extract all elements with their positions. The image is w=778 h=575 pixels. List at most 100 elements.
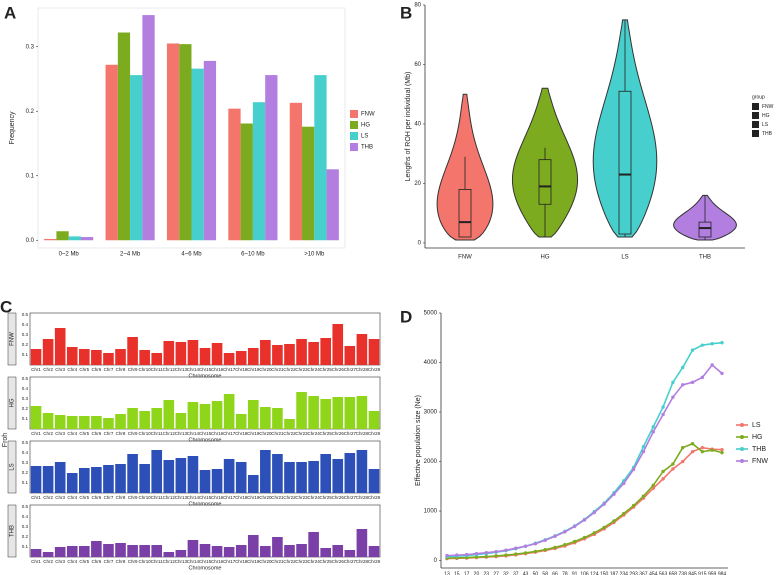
- point: [612, 492, 616, 496]
- bar: [308, 342, 319, 365]
- x-tick-label: Chr8: [116, 495, 126, 500]
- x-tick-label: 32: [503, 571, 509, 575]
- x-axis-label: Chromosome: [188, 437, 221, 443]
- plot-frame: [37, 7, 346, 249]
- bar: [66, 546, 78, 557]
- x-tick-label: Chr3: [55, 367, 65, 372]
- x-tick-label: 124: [590, 571, 599, 575]
- x-tick-label: Chr13: [175, 431, 188, 436]
- x-tick-label: Chr22: [283, 431, 296, 436]
- point: [563, 543, 567, 547]
- x-tick-label: LS: [621, 255, 628, 261]
- bar: [356, 529, 368, 557]
- bar: [68, 236, 81, 241]
- bar: [187, 456, 199, 493]
- x-tick-label: Chr19: [247, 559, 260, 564]
- y-tick-label: 0.2: [22, 342, 29, 347]
- bar: [42, 466, 54, 493]
- bar: [151, 450, 163, 493]
- x-tick-label: Chr11: [151, 367, 163, 372]
- x-tick-label: 0~2 Mb: [59, 252, 80, 258]
- x-tick-label: Chr26: [332, 431, 345, 436]
- point: [602, 525, 606, 530]
- point: [622, 481, 626, 486]
- bar: [344, 453, 356, 493]
- point: [582, 518, 587, 522]
- point: [523, 551, 528, 555]
- bar: [91, 467, 102, 493]
- x-tick-label: Chr11: [151, 559, 163, 564]
- bar: [139, 464, 150, 493]
- x-tick-label: 658: [669, 571, 678, 575]
- x-tick-label: Chr27: [344, 495, 357, 500]
- x-tick-label: Chr28: [356, 559, 369, 564]
- bar: [211, 343, 223, 365]
- point: [651, 430, 655, 434]
- x-tick-label: Chr7: [104, 495, 114, 500]
- x-tick-label: Chr29: [368, 495, 381, 500]
- x-tick-label: 15: [454, 571, 460, 575]
- y-tick-label: 4000: [424, 360, 438, 366]
- x-tick-label: Chr1: [31, 495, 41, 500]
- legend-label: THB: [762, 131, 773, 137]
- point: [720, 371, 724, 376]
- x-tick-label: Chr25: [320, 367, 333, 372]
- point: [681, 383, 685, 387]
- bar: [223, 353, 235, 365]
- x-tick-label: Chr25: [320, 559, 333, 564]
- bar: [332, 324, 344, 365]
- legend-label: FNW: [752, 458, 768, 465]
- bar: [91, 541, 102, 557]
- bar: [240, 123, 253, 241]
- point: [474, 555, 479, 559]
- legend-key: [740, 447, 744, 451]
- point: [661, 469, 665, 474]
- bar: [320, 454, 331, 493]
- x-tick-label: Chr18: [235, 559, 248, 564]
- legend-key: [350, 121, 358, 129]
- x-tick-label: Chr5: [79, 367, 89, 372]
- x-tick-label: Chr28: [356, 367, 369, 372]
- point: [553, 534, 557, 539]
- bar: [115, 349, 126, 365]
- x-tick-label: Chr2: [43, 559, 53, 564]
- box: [698, 221, 712, 238]
- bar: [44, 238, 57, 241]
- bar: [139, 545, 150, 557]
- point: [681, 365, 685, 370]
- x-tick-label: Chr19: [247, 367, 260, 372]
- legend-key: [752, 121, 759, 128]
- panel-label: A: [4, 3, 16, 22]
- point: [533, 549, 538, 554]
- bar: [54, 328, 66, 365]
- point: [543, 538, 547, 542]
- x-tick-label: Chr26: [332, 367, 345, 372]
- x-tick-label: 58: [542, 571, 548, 575]
- x-tick-label: Chr5: [79, 559, 89, 564]
- bar: [163, 400, 175, 429]
- point: [710, 341, 714, 346]
- bar: [296, 462, 307, 493]
- x-tick-label: Chr10: [139, 431, 152, 436]
- x-tick-label: 43: [523, 571, 529, 575]
- x-tick-label: Chr1: [31, 431, 41, 436]
- y-tick-label: 0: [418, 241, 422, 247]
- point: [681, 445, 685, 450]
- x-tick-label: Chr9: [128, 495, 138, 500]
- x-tick-label: 293: [629, 571, 638, 575]
- x-tick-label: Chr28: [356, 431, 369, 436]
- y-tick-label: 0.4: [22, 514, 29, 519]
- bar: [127, 408, 138, 429]
- x-tick-label: 563: [659, 571, 668, 575]
- x-tick-label: Chr28: [356, 495, 369, 500]
- x-tick-label: Chr14: [187, 431, 200, 436]
- x-tick-label: 6~10 Mb: [241, 252, 265, 258]
- bar: [115, 464, 126, 493]
- legend-key: [752, 103, 759, 110]
- x-tick-label: Chr8: [116, 367, 126, 372]
- point: [651, 425, 655, 429]
- panel-label: C: [0, 297, 12, 316]
- bar: [199, 348, 211, 365]
- legend-key: [740, 423, 744, 427]
